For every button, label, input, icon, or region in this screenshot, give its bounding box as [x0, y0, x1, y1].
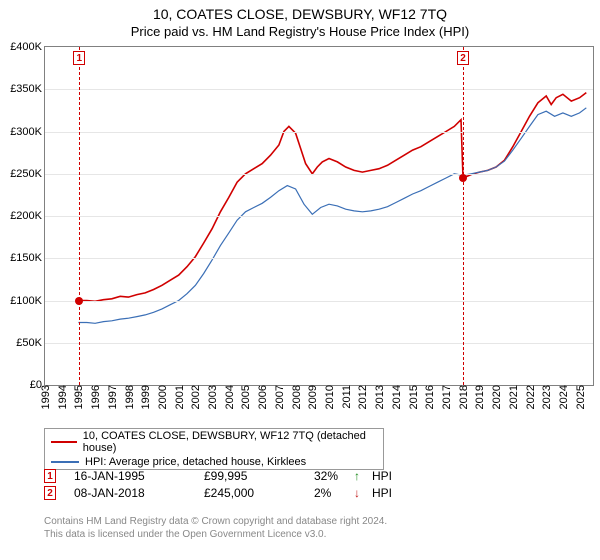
x-axis-label: 1994 — [55, 385, 69, 409]
legend-item: 10, COATES CLOSE, DEWSBURY, WF12 7TQ (de… — [45, 429, 383, 455]
y-axis-label: £350K — [10, 83, 45, 95]
sale-line — [463, 47, 464, 385]
gridline — [45, 132, 593, 133]
gridline — [45, 174, 593, 175]
x-axis-label: 2025 — [573, 385, 587, 409]
gridline — [45, 216, 593, 217]
gridline — [45, 301, 593, 302]
y-axis-label: £300K — [10, 126, 45, 138]
sales-list: 1 16-JAN-1995£99,99532%↑HPI 2 08-JAN-2018£2… — [44, 466, 584, 503]
legend-swatch — [51, 461, 79, 463]
x-axis-label: 2019 — [472, 385, 486, 409]
x-axis-label: 2024 — [556, 385, 570, 409]
sale-pct: 2% — [314, 486, 354, 500]
sale-dot — [459, 174, 467, 182]
arrow-icon: ↓ — [354, 486, 372, 500]
footnote: Contains HM Land Registry data © Crown c… — [44, 516, 387, 541]
x-axis-label: 2017 — [439, 385, 453, 409]
x-axis-label: 2023 — [539, 385, 553, 409]
x-axis-label: 2001 — [172, 385, 186, 409]
x-axis-label: 2020 — [489, 385, 503, 409]
x-axis-label: 2003 — [205, 385, 219, 409]
y-axis-label: £400K — [10, 41, 45, 53]
x-axis-label: 2005 — [238, 385, 252, 409]
gridline — [45, 89, 593, 90]
x-axis-label: 2007 — [272, 385, 286, 409]
plot-area: £0£50K£100K£150K£200K£250K£300K£350K£400… — [44, 46, 594, 386]
sale-row: 1 16-JAN-1995£99,99532%↑HPI — [44, 469, 584, 483]
sale-line — [79, 47, 80, 385]
sale-price: £99,995 — [204, 469, 314, 483]
legend-swatch — [51, 441, 77, 443]
y-axis-label: £50K — [16, 337, 45, 349]
legend: 10, COATES CLOSE, DEWSBURY, WF12 7TQ (de… — [44, 428, 384, 470]
x-axis-label: 2008 — [289, 385, 303, 409]
footnote-line: Contains HM Land Registry data © Crown c… — [44, 516, 387, 529]
x-axis-label: 2016 — [422, 385, 436, 409]
x-axis-label: 2013 — [372, 385, 386, 409]
x-axis-label: 2014 — [389, 385, 403, 409]
chart-subtitle: Price paid vs. HM Land Registry's House … — [0, 24, 600, 39]
sale-date: 16-JAN-1995 — [74, 469, 204, 483]
x-axis-label: 2011 — [339, 385, 353, 409]
x-axis-label: 2021 — [506, 385, 520, 409]
x-axis-label: 1993 — [38, 385, 52, 409]
y-axis-label: £250K — [10, 168, 45, 180]
x-axis-label: 2012 — [355, 385, 369, 409]
sale-index: 2 — [44, 486, 56, 500]
sale-marker: 2 — [457, 51, 469, 65]
y-axis-label: £100K — [10, 295, 45, 307]
x-axis-label: 1999 — [138, 385, 152, 409]
sale-price: £245,000 — [204, 486, 314, 500]
y-axis-label: £150K — [10, 252, 45, 264]
chart-title: 10, COATES CLOSE, DEWSBURY, WF12 7TQ — [0, 6, 600, 22]
x-axis-label: 1995 — [71, 385, 85, 409]
x-axis-label: 2004 — [222, 385, 236, 409]
arrow-icon: ↑ — [354, 469, 372, 483]
footnote-line: This data is licensed under the Open Gov… — [44, 529, 387, 542]
sale-cmp: HPI — [372, 469, 432, 483]
sale-dot — [75, 297, 83, 305]
legend-label: 10, COATES CLOSE, DEWSBURY, WF12 7TQ (de… — [83, 430, 377, 454]
y-axis-label: £200K — [10, 210, 45, 222]
sale-row: 2 08-JAN-2018£245,0002%↓HPI — [44, 486, 584, 500]
x-axis-label: 2022 — [523, 385, 537, 409]
x-axis-label: 2015 — [406, 385, 420, 409]
x-axis-label: 2006 — [255, 385, 269, 409]
x-axis-label: 2000 — [155, 385, 169, 409]
gridline — [45, 343, 593, 344]
x-axis-label: 1998 — [122, 385, 136, 409]
sale-marker: 1 — [73, 51, 85, 65]
series-price_paid — [79, 93, 586, 302]
sale-cmp: HPI — [372, 486, 432, 500]
sale-pct: 32% — [314, 469, 354, 483]
x-axis-label: 2010 — [322, 385, 336, 409]
x-axis-label: 1996 — [88, 385, 102, 409]
x-axis-label: 1997 — [105, 385, 119, 409]
sale-date: 08-JAN-2018 — [74, 486, 204, 500]
x-axis-label: 2018 — [456, 385, 470, 409]
sale-index: 1 — [44, 469, 56, 483]
x-axis-label: 2002 — [188, 385, 202, 409]
gridline — [45, 258, 593, 259]
x-axis-label: 2009 — [305, 385, 319, 409]
